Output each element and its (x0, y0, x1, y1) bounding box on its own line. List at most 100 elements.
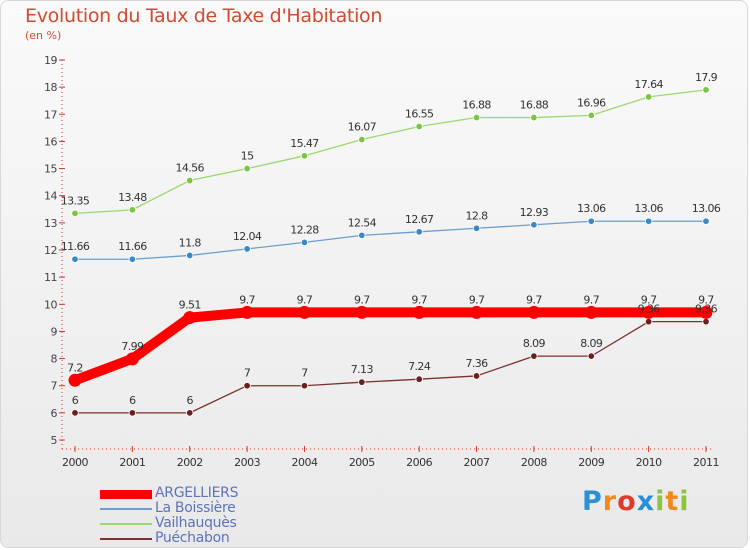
x-tick-label: 2005 (349, 456, 375, 469)
data-label: 7.99 (121, 340, 144, 353)
data-label: 16.88 (462, 99, 491, 112)
y-tick-label: 11 (44, 271, 57, 284)
y-tick-label: 10 (44, 298, 57, 311)
data-point (128, 409, 137, 417)
data-point (644, 93, 653, 101)
data-point (702, 317, 710, 326)
chart-axes: 5 6 7 8 9 10 11 12 13 14 15 16 17 18 19 2000 2001 2002 200… (44, 54, 720, 469)
series-puechabon (71, 317, 710, 417)
series-line (74, 89, 707, 215)
data-point (186, 409, 194, 417)
logo-letter: t (665, 486, 680, 517)
data-label: 12.28 (290, 223, 319, 236)
data-point (240, 305, 254, 319)
line-chart: 5 6 7 8 9 10 11 12 13 14 15 16 17 18 19 2000 2001 2002 200… (44, 54, 722, 469)
data-point (300, 238, 309, 247)
y-tick-label: 15 (44, 163, 57, 176)
data-label: 13.06 (634, 202, 663, 215)
data-label: 13.48 (118, 191, 147, 204)
y-tick-label: 12 (44, 244, 57, 257)
data-point (243, 245, 251, 253)
data-point (412, 305, 426, 319)
data-point (587, 217, 595, 225)
legend-swatch (100, 523, 152, 525)
y-tick-label: 16 (44, 135, 57, 148)
logo-letter: o (617, 486, 637, 517)
data-label: 8.09 (523, 337, 546, 350)
data-label: 6 (72, 394, 79, 407)
data-point (472, 372, 481, 380)
y-tick-label: 6 (51, 407, 58, 420)
data-label: 9.36 (695, 303, 718, 316)
logo-letter: r (602, 486, 618, 517)
data-point (243, 382, 251, 390)
x-tick-label: 2001 (119, 456, 145, 469)
data-label: 7 (301, 367, 308, 380)
x-tick-label: 2002 (177, 456, 203, 469)
data-label: 12.8 (465, 209, 488, 222)
y-tick-label: 13 (44, 217, 57, 230)
logo-letter: i (679, 486, 690, 517)
series-layer (68, 86, 713, 417)
x-tick-label: 2011 (693, 456, 719, 469)
data-label: 9.7 (297, 293, 313, 306)
data-label: 11.66 (61, 240, 90, 253)
data-point (587, 111, 595, 120)
y-tick-label: 18 (44, 81, 57, 94)
logo-letter: P (582, 486, 603, 517)
data-label: 11.8 (179, 236, 202, 249)
data-label: 16.96 (577, 96, 606, 109)
data-labels-layer: 11.66 11.66 11.8 12.04 12.28 12.54 12.67 12.8 12… (61, 71, 722, 407)
series-argelliers (68, 305, 713, 387)
data-point (125, 352, 139, 366)
data-point (415, 122, 423, 131)
chart-subtitle: (en %) (25, 29, 62, 42)
legend-label: Vailhauquès (155, 515, 237, 531)
data-label: 9.7 (411, 293, 427, 306)
data-point (530, 113, 538, 122)
series-vailhauques (71, 86, 710, 218)
data-label: 14.56 (175, 162, 204, 175)
data-point (415, 375, 423, 383)
legend-swatch (100, 489, 152, 499)
data-point (71, 409, 79, 417)
data-label: 11.66 (118, 240, 147, 253)
data-point (587, 352, 595, 360)
data-label: 9.51 (179, 299, 201, 312)
data-point (584, 305, 598, 319)
data-label: 9.7 (698, 293, 714, 306)
y-tick-label: 14 (44, 190, 57, 203)
data-point (297, 305, 311, 319)
data-point (183, 311, 197, 325)
data-label: 9.7 (239, 293, 255, 306)
data-label: 16.88 (520, 99, 549, 112)
data-point (128, 255, 137, 263)
data-point (71, 255, 79, 263)
series-line (74, 321, 707, 414)
proxiti-logo: Proxiti (582, 486, 690, 517)
x-tick-label: 2008 (521, 456, 547, 469)
data-point (699, 305, 713, 319)
x-tick-label: 2003 (234, 456, 260, 469)
data-label: 7.13 (351, 363, 374, 376)
data-label: 7.2 (67, 361, 83, 374)
data-label: 12.67 (405, 213, 434, 226)
data-label: 16.07 (348, 121, 377, 134)
data-label: 7 (244, 367, 251, 380)
data-point (644, 317, 653, 326)
x-tick-label: 2006 (406, 456, 432, 469)
data-label: 13.35 (61, 194, 90, 207)
legend-label: ARGELLIERS (155, 485, 239, 501)
data-point (355, 305, 369, 319)
chart-title: Evolution du Taux de Taxe d'Habitation (25, 5, 383, 27)
series-la-boissiere (71, 217, 710, 263)
data-label: 9.36 (638, 303, 661, 316)
data-label: 17.64 (634, 78, 663, 91)
data-label: 6 (129, 394, 136, 407)
series-line (74, 220, 707, 260)
data-point (186, 251, 194, 260)
data-point (358, 231, 366, 240)
data-label: 12.54 (348, 216, 377, 229)
data-label: 7.36 (465, 357, 488, 370)
